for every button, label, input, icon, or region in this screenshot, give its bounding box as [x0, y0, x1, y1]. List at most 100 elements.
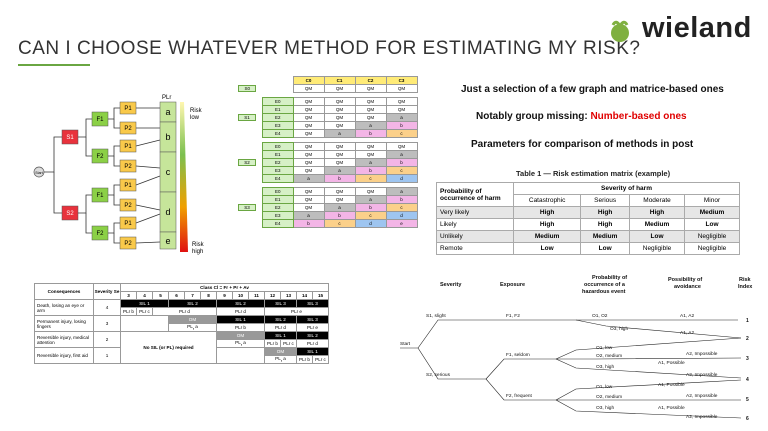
sil-cell: SIL 1 — [296, 347, 329, 356]
svg-text:occurrence of a: occurrence of a — [584, 282, 626, 288]
risk-table-cell: High — [580, 218, 631, 231]
pl-cell: PLr b — [296, 355, 313, 364]
p-label: P1 — [124, 144, 132, 150]
risk-table-cell: Low — [684, 218, 740, 231]
qm-cell: QM — [354, 142, 387, 151]
qm-cell: a — [385, 113, 418, 122]
qm-cell: b — [354, 166, 387, 175]
f-node — [91, 225, 109, 241]
tree-h-index: Risk — [739, 277, 752, 283]
start-label: Start — [35, 171, 42, 175]
no-sil-text: No SIL (or PL) required — [120, 331, 217, 364]
tree-start: Start — [400, 341, 411, 347]
qm-row-label — [263, 85, 294, 93]
text-line-3: Parameters for comparison of methods in … — [471, 139, 694, 150]
qm-cell: d — [385, 211, 418, 220]
risk-low-label: Risk — [190, 108, 203, 114]
sil-table: Consequences Severity Se Class Cl = Fr +… — [34, 283, 329, 364]
qm-cell: c — [385, 203, 418, 212]
sil-cell: SIL 2 — [296, 331, 329, 340]
qm-cell: c — [385, 129, 418, 138]
start-node — [33, 166, 45, 178]
qm-col-header: C0 — [292, 76, 325, 85]
title-underline — [18, 64, 90, 66]
sil-class-number: 15 — [312, 291, 329, 300]
qm-cell: QM — [323, 105, 356, 114]
tree-index: 2 — [746, 336, 749, 342]
f-label: F2 — [96, 231, 104, 237]
f-label: F1 — [96, 117, 104, 123]
qm-cell: a — [292, 174, 325, 183]
sil-cell: SIL 2 — [264, 315, 297, 324]
qm-row-label: E1 — [262, 105, 294, 114]
sil-h-severity: Severity Se — [93, 283, 121, 300]
pl-cell: PLr d — [152, 307, 217, 316]
svg-text:Index: Index — [738, 284, 753, 290]
p-node — [119, 236, 137, 250]
qm-cell: QM — [292, 105, 325, 114]
s2-label: S2 — [66, 211, 74, 217]
qm-s-label: S2 — [238, 159, 256, 166]
qm-cell: b — [323, 174, 356, 183]
tree-f1: F1, seldom — [506, 352, 530, 358]
risk-table-cell: Negligible — [684, 242, 740, 255]
logo-icon — [611, 20, 629, 42]
pl-cell: PLr d — [296, 339, 329, 348]
qm-col-header: C2 — [354, 76, 387, 85]
qm-cell: QM — [323, 113, 356, 122]
qm-cell: QM — [292, 195, 325, 204]
tree-o12: O1, O2 — [592, 313, 608, 319]
sil-class-number: 6 — [168, 291, 185, 300]
qm-row-label: E2 — [262, 158, 294, 167]
qm-col-header: C3 — [385, 76, 418, 85]
sil-class-number: 14 — [296, 291, 313, 300]
qm-row-label: E4 — [262, 129, 294, 138]
risk-estimation-table: Probability of occurrence of harm Severi… — [436, 182, 740, 255]
tree-f12: F1, F2 — [506, 313, 520, 319]
risk-high-label: Risk — [192, 242, 205, 248]
qm-cell: b — [385, 158, 418, 167]
risk-table-cell: High — [580, 206, 631, 219]
qm-cell: QM — [323, 150, 356, 159]
qm-col-header: C1 — [323, 76, 356, 85]
sil-class-number: 7 — [184, 291, 201, 300]
pl-cell: PLr e — [296, 323, 329, 332]
p-node — [119, 178, 137, 192]
qm-row-label: E3 — [262, 166, 294, 175]
qm-cell: c — [354, 211, 387, 220]
risk-table-group-header: Severity of harm — [513, 182, 740, 195]
tree-index: 5 — [746, 397, 749, 403]
text-line-2-prefix: Notably group missing: — [476, 111, 591, 122]
p-node — [119, 216, 137, 230]
risk-table-cell: Medium — [684, 206, 740, 219]
risk-table-row-label: Unlikely — [436, 230, 514, 243]
om-cell: OM — [264, 347, 297, 356]
qm-cell: QM — [323, 142, 356, 151]
qm-cell: QM — [292, 203, 325, 212]
svg-text:hazardous event: hazardous event — [582, 289, 626, 295]
qm-cell: b — [385, 121, 418, 130]
qm-cell: QM — [292, 121, 325, 130]
qm-row-label: E2 — [262, 203, 294, 212]
p-label: P2 — [124, 241, 132, 247]
qm-cell: QM — [354, 150, 387, 159]
qm-cell: QM — [323, 195, 356, 204]
risk-table-cell: High — [512, 206, 582, 219]
p-node — [119, 121, 137, 135]
tree-a2: A2, Impossible — [686, 372, 718, 378]
sil-severity: 2 — [93, 331, 121, 348]
risk-table-corner: Probability of occurrence of harm — [436, 182, 514, 207]
sil-cell: SIL 1 — [264, 331, 297, 340]
qm-cell: a — [385, 187, 418, 196]
qm-cell: e — [385, 219, 418, 228]
qm-cell: a — [354, 158, 387, 167]
f-node — [91, 111, 109, 127]
p-label: P2 — [124, 203, 132, 209]
svg-text:low: low — [190, 115, 200, 121]
risk-table-col: Serious — [580, 194, 631, 207]
risk-table-cell: Negligible — [629, 242, 685, 255]
qm-row-label: E3 — [262, 121, 294, 130]
pl-cell: PLr c — [312, 355, 329, 364]
pl-cell: PLr b — [216, 323, 265, 332]
qm-cell: QM — [323, 84, 356, 93]
